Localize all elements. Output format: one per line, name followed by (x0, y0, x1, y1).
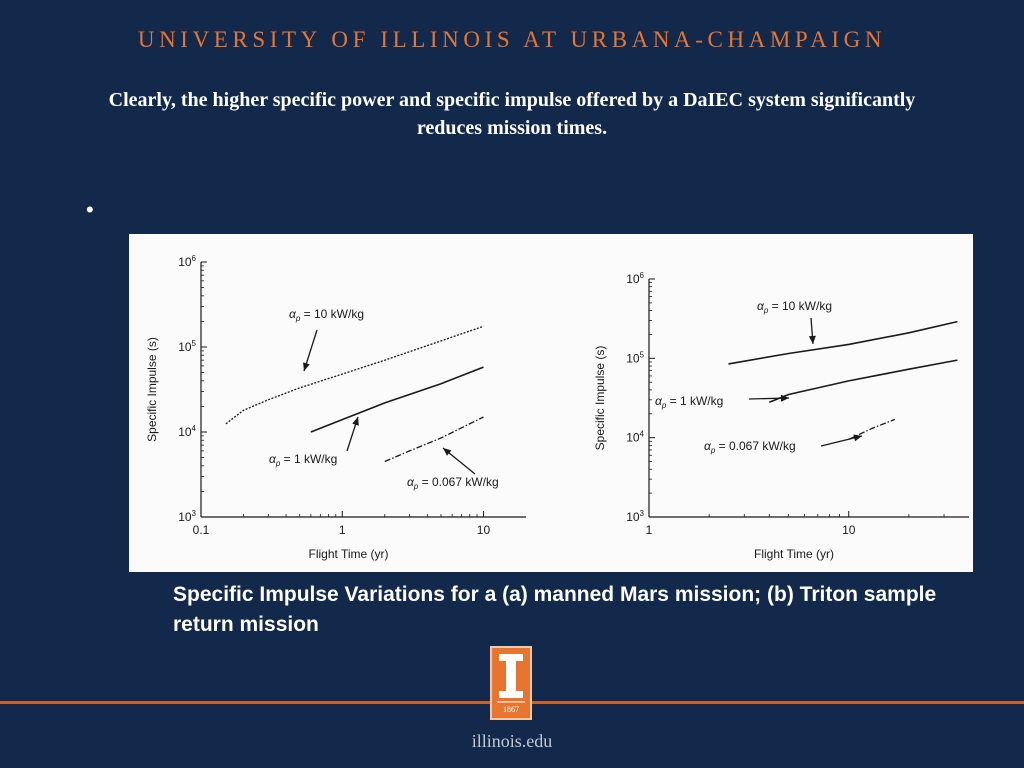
y-tick-label: 106 (626, 271, 644, 286)
figure-caption: Specific Impulse Variations for a (a) ma… (173, 583, 937, 636)
figure-panel: 103 104 105 106 0.1 1 10 Flight Time (yr) Specif… (129, 234, 973, 572)
x-axis-label: Flight Time (yr) (308, 547, 388, 561)
series-annotation-3: αp = 0.067 kW/kg (407, 475, 499, 491)
university-banner: UNIVERSITY OF ILLINOIS AT URBANA-CHAMPAI… (137, 27, 887, 52)
block-i-icon: 1867 (497, 654, 525, 714)
series-annotation-2: αp = 1 kW/kg (269, 452, 337, 468)
series-annotation-3: αp = 0.067 kW/kg (704, 439, 796, 455)
y-tick-label: 105 (626, 350, 644, 365)
x-tick-label: 10 (842, 523, 856, 537)
chart-panel-b: 103 104 105 106 1 10 Flight Time (yr) Specific … (593, 271, 969, 561)
x-tick-label: 1 (646, 523, 653, 537)
annotation-arrow-head (808, 335, 816, 344)
series-line-3 (384, 416, 484, 463)
logo-year: 1867 (503, 705, 519, 714)
footer-url: illinois.edu (471, 731, 553, 751)
slide-headline: Clearly, the higher specific power and s… (108, 89, 916, 139)
series-line-2 (310, 366, 484, 433)
x-tick-label: 10 (477, 523, 491, 537)
series-annotation-2: αp = 1 kW/kg (655, 394, 723, 410)
y-tick-label: 104 (626, 430, 644, 445)
y-tick-label: 103 (178, 509, 196, 524)
series-annotation-1: αp = 10 kW/kg (289, 307, 364, 323)
y-tick-label: 103 (626, 509, 644, 524)
annotation-arrow-head (443, 448, 452, 456)
y-axis-label: Specific Impulse (s) (593, 346, 607, 451)
chart-panel-a: 103 104 105 106 0.1 1 10 Flight Time (yr) Specif… (145, 254, 526, 561)
annotation-arrow-head (352, 417, 359, 426)
x-tick-label: 1 (339, 523, 346, 537)
annotation-arrow-head (780, 394, 789, 402)
bullet-marker: • (86, 197, 94, 222)
illinois-block-i-logo: 1867 (490, 646, 532, 720)
y-axis-label: Specific Impulse (s) (145, 337, 159, 442)
series-line-1 (728, 320, 958, 365)
y-tick-label: 105 (178, 339, 196, 354)
y-tick-label: 106 (178, 254, 196, 269)
specific-impulse-figure: 103 104 105 106 0.1 1 10 Flight Time (yr) Specif… (145, 254, 969, 561)
y-tick-label: 104 (178, 424, 196, 439)
x-axis-label: Flight Time (yr) (754, 547, 834, 561)
annotation-arrow-head (303, 362, 310, 371)
series-annotation-1: αp = 10 kW/kg (757, 299, 832, 315)
x-tick-label: 0.1 (193, 523, 210, 537)
series-line-2 (769, 359, 958, 403)
series-line-1 (225, 325, 484, 425)
annotation-arrow-head (853, 434, 862, 442)
